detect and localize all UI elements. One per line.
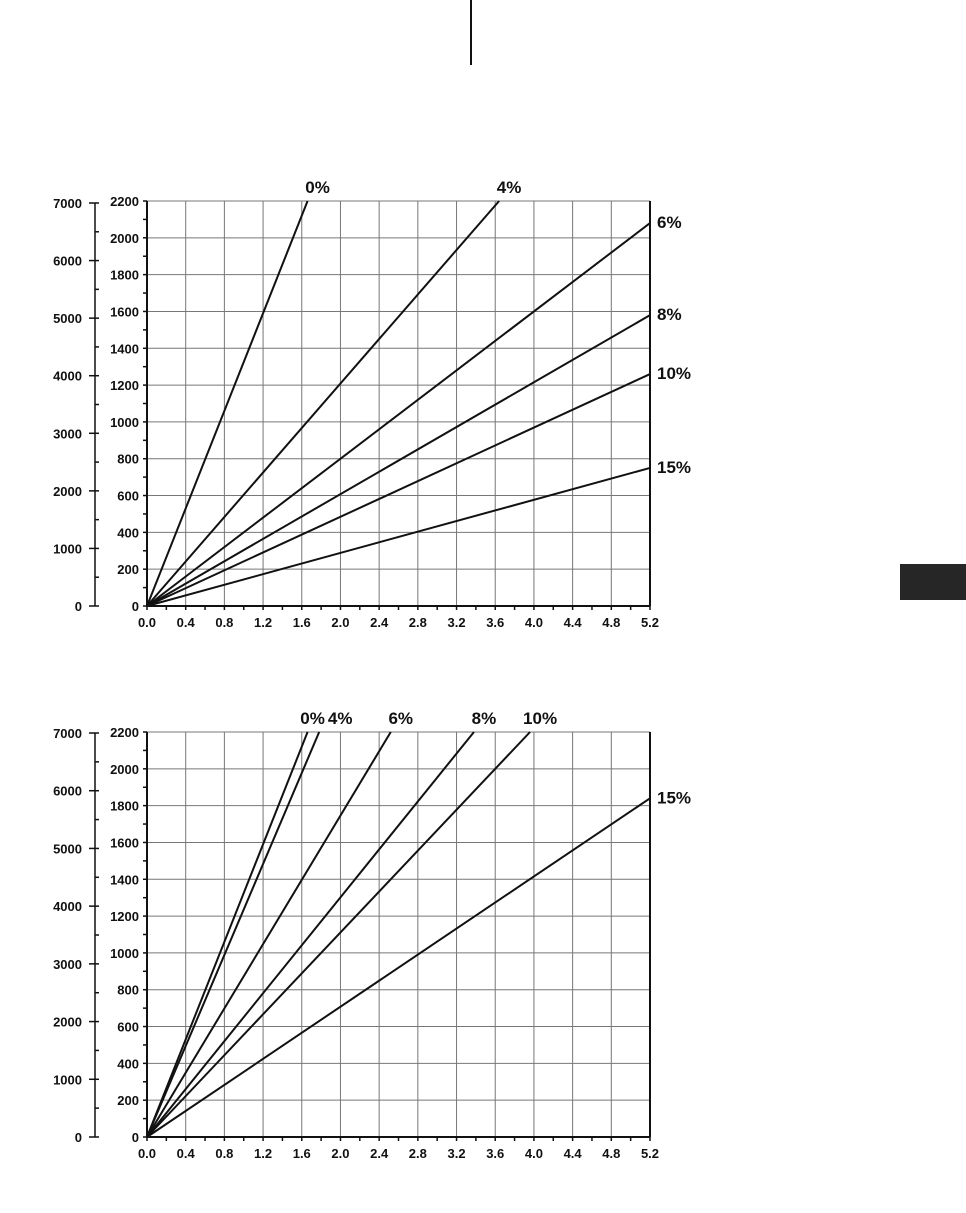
y-tick-label-outer: 4000: [53, 899, 82, 914]
y-tick-label-outer: 1000: [53, 541, 82, 556]
series-label: 4%: [328, 709, 353, 728]
y-tick-label-outer: 3000: [53, 957, 82, 972]
section-tab: [900, 564, 966, 600]
x-tick-label: 5.2: [641, 1146, 659, 1161]
series-line: [147, 732, 319, 1137]
y-tick-label-outer: 0: [75, 599, 82, 614]
y-tick-label-inner: 800: [117, 983, 139, 998]
x-tick-label: 0.8: [215, 615, 233, 630]
x-tick-label: 0.0: [138, 1146, 156, 1161]
x-tick-label: 4.4: [564, 1146, 583, 1161]
x-tick-label: 0.0: [138, 615, 156, 630]
y-tick-label-inner: 200: [117, 1093, 139, 1108]
x-tick-label: 2.8: [409, 1146, 427, 1161]
y-tick-label-outer: 5000: [53, 311, 82, 326]
series-label: 15%: [657, 788, 691, 807]
y-tick-label-inner: 1800: [110, 799, 139, 814]
x-tick-label: 3.6: [486, 1146, 504, 1161]
series-label: 15%: [657, 458, 691, 477]
series-line: [147, 201, 499, 606]
y-tick-label-outer: 6000: [53, 784, 82, 799]
grid: [147, 732, 650, 1137]
x-tick-label: 4.8: [602, 615, 620, 630]
series-label: 6%: [388, 709, 413, 728]
y-tick-label-outer: 2000: [53, 1015, 82, 1030]
grid: [147, 201, 650, 606]
y-tick-label-outer: 6000: [53, 254, 82, 269]
y-tick-label-inner: 600: [117, 489, 139, 504]
y-tick-label-inner: 2200: [110, 194, 139, 209]
x-tick-label: 4.4: [564, 615, 583, 630]
y-tick-label-inner: 1200: [110, 909, 139, 924]
y-tick-label-inner: 2000: [110, 762, 139, 777]
series-line: [147, 468, 650, 606]
x-tick-label: 0.4: [177, 1146, 196, 1161]
series-label: 0%: [305, 178, 330, 197]
y-tick-label-outer: 2000: [53, 484, 82, 499]
y-tick-label-inner: 2000: [110, 231, 139, 246]
series-label: 4%: [497, 178, 522, 197]
x-tick-label: 3.2: [447, 1146, 465, 1161]
x-tick-label: 0.4: [177, 615, 196, 630]
y-tick-label-inner: 1000: [110, 415, 139, 430]
y-tick-label-inner: 1600: [110, 304, 139, 319]
chart-top: 0 200 400 600 800 1000 1200 1400 1600 1800 2000 220…: [0, 170, 720, 640]
y-tick-label-inner: 1800: [110, 268, 139, 283]
series-label: 0%: [300, 709, 325, 728]
y-tick-label-outer: 3000: [53, 426, 82, 441]
x-tick-label: 2.0: [331, 615, 349, 630]
series-label: 10%: [523, 709, 557, 728]
y-tick-label-inner: 200: [117, 562, 139, 577]
y-tick-label-outer: 5000: [53, 841, 82, 856]
series-line: [147, 732, 391, 1137]
y-tick-label-inner: 600: [117, 1020, 139, 1035]
series-line: [147, 732, 308, 1137]
series-label: 8%: [472, 709, 497, 728]
x-tick-label: 3.6: [486, 615, 504, 630]
y-tick-label-outer: 7000: [53, 726, 82, 741]
y-tick-label-inner: 800: [117, 452, 139, 467]
series-line: [147, 315, 650, 606]
chart-bottom: 0 200 400 600 800 1000 1200 1400 1600 1800 2000 220…: [0, 700, 720, 1170]
x-tick-label: 2.0: [331, 1146, 349, 1161]
series-line: [147, 732, 530, 1137]
x-tick-label: 1.2: [254, 1146, 272, 1161]
y-tick-label-inner: 1200: [110, 378, 139, 393]
series-label: 10%: [657, 364, 691, 383]
y-tick-label-inner: 400: [117, 525, 139, 540]
x-tick-label: 3.2: [447, 615, 465, 630]
x-tick-label: 2.4: [370, 1146, 389, 1161]
x-tick-label: 4.8: [602, 1146, 620, 1161]
y-tick-label-outer: 4000: [53, 369, 82, 384]
y-tick-label-inner: 2200: [110, 725, 139, 740]
x-tick-label: 4.0: [525, 615, 543, 630]
x-tick-label: 1.6: [293, 615, 311, 630]
y-tick-label-inner: 1400: [110, 872, 139, 887]
series-label: 8%: [657, 305, 682, 324]
y-tick-label-outer: 7000: [53, 196, 82, 211]
y-tick-label-outer: 1000: [53, 1072, 82, 1087]
series-line: [147, 798, 650, 1137]
x-tick-label: 4.0: [525, 1146, 543, 1161]
series-label: 6%: [657, 213, 682, 232]
x-tick-label: 5.2: [641, 615, 659, 630]
page-top-rule: [470, 0, 472, 65]
x-tick-label: 1.6: [293, 1146, 311, 1161]
y-tick-label-inner: 0: [132, 599, 139, 614]
y-tick-label-inner: 1000: [110, 946, 139, 961]
x-tick-label: 0.8: [215, 1146, 233, 1161]
x-tick-label: 2.4: [370, 615, 389, 630]
x-tick-label: 2.8: [409, 615, 427, 630]
series-line: [147, 732, 474, 1137]
y-tick-label-inner: 0: [132, 1130, 139, 1145]
x-tick-label: 1.2: [254, 615, 272, 630]
y-tick-label-inner: 1600: [110, 835, 139, 850]
y-tick-label-inner: 1400: [110, 341, 139, 356]
y-tick-label-inner: 400: [117, 1056, 139, 1071]
series-line: [147, 374, 650, 606]
y-tick-label-outer: 0: [75, 1130, 82, 1145]
